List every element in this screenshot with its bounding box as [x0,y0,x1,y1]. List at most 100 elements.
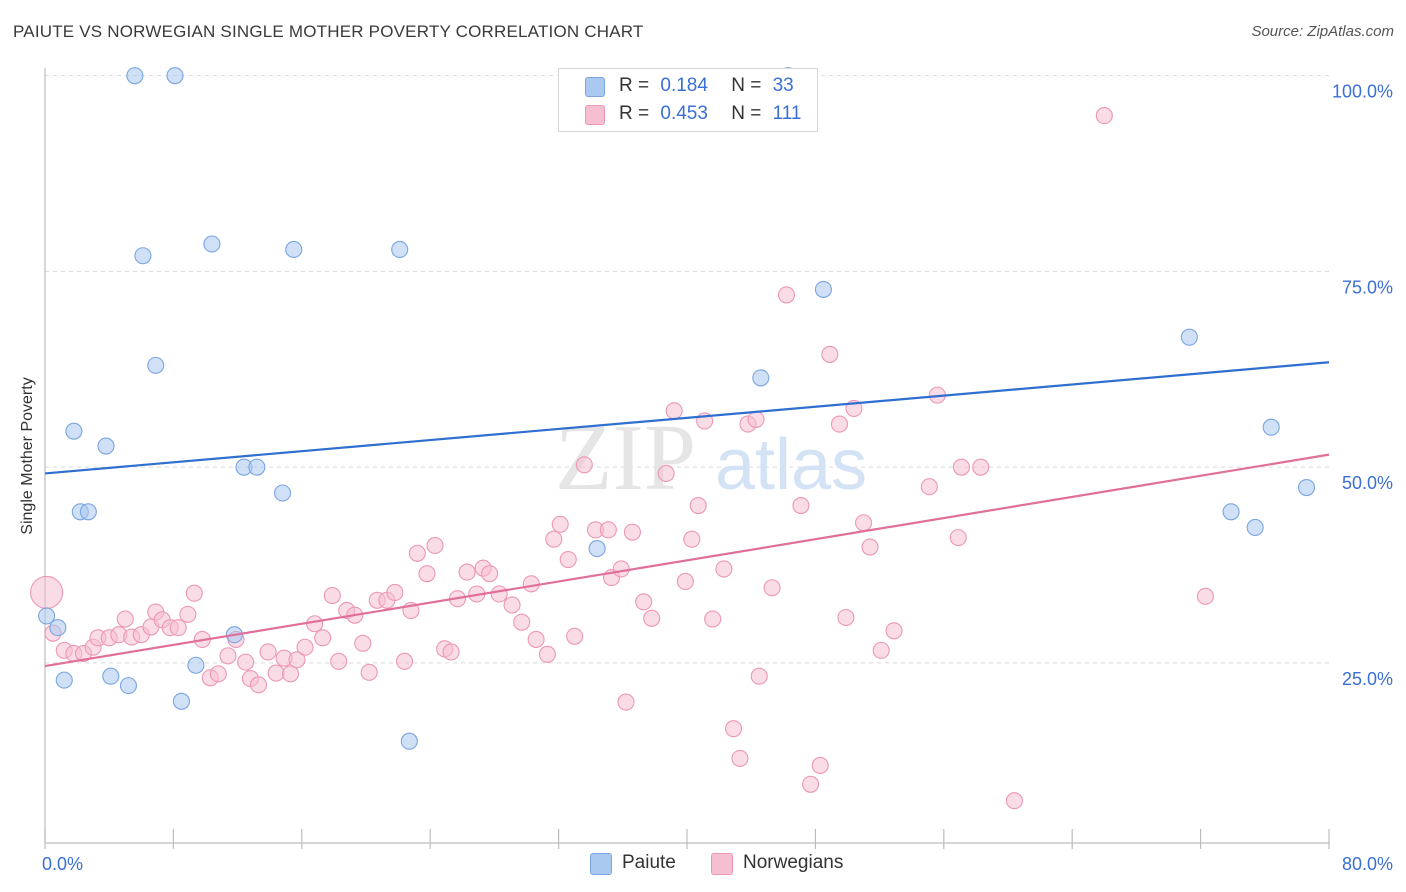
norwegians-point [683,530,701,548]
legend-label-paiute: Paiute [622,852,676,873]
norwegians-point [747,410,765,428]
y-tick-label: 100.0% [1332,82,1393,102]
norwegians-point [635,593,653,611]
norwegians-point [949,529,967,547]
axes [44,68,1330,849]
norwegians-point [802,775,820,793]
r-value: 0.184 [660,75,708,96]
paiute-point [285,240,303,259]
y-axis-title: Single Mother Poverty [19,377,36,535]
paiute-point [391,240,409,259]
norwegians-point [1005,792,1023,810]
norwegians-point [599,521,617,539]
norwegians-point [314,629,332,647]
norwegians-point [792,496,810,515]
norwegians-point [522,575,540,593]
norwegians-swatch [711,853,733,875]
correlation-legend: R = 0.184 N = 33 R = 0.453 N = 111 [558,68,818,132]
n-label: N = [731,75,762,96]
norwegians-trend-line [44,453,1330,668]
paiute-point [147,356,165,374]
trend-lines [44,361,1330,668]
norwegians-point [657,464,675,482]
norwegians-point [296,638,314,656]
norwegians-point [872,641,890,659]
norwegians-point [811,756,829,775]
norwegians-point [330,652,348,670]
paiute-point [1262,418,1280,436]
norwegians-point [1095,107,1113,125]
norwegians-point [426,536,444,555]
paiute-points [38,67,1316,750]
watermark-zip: ZIP [555,406,696,510]
paiute-point [38,607,56,625]
r-value: 0.453 [660,103,708,124]
norwegians-point [763,579,781,597]
x-tick-label: 0.0% [42,854,83,874]
norwegians-point [885,622,903,640]
norwegians-point [750,667,768,685]
norwegians-point [249,676,268,694]
norwegians-point [481,565,499,583]
norwegians-point [116,610,134,628]
norwegians-point [458,563,476,581]
paiute-point [273,484,292,502]
tick-labels: 100.0% 75.0% 50.0% 25.0% 0.0% 80.0% [42,82,1393,874]
norwegians-point [724,720,743,738]
paiute-point [187,656,205,674]
n-value: 111 [772,103,802,124]
norwegians-point [689,496,707,515]
norwegians-point [566,627,584,645]
norwegians-point [643,609,661,627]
norwegians-point [185,584,203,602]
paiute-point [65,422,83,440]
norwegians-point [179,605,197,623]
norwegians-point [418,565,436,583]
n-value: 33 [772,75,794,96]
y-tick-label: 50.0% [1342,473,1393,493]
paiute-point [172,692,190,710]
paiute-trend-line [44,361,1330,475]
norwegians-point [575,456,593,474]
paiute-point [1180,328,1198,346]
paiute-point [588,540,606,558]
chart-title: PAIUTE VS NORWEGIAN SINGLE MOTHER POVERT… [13,22,644,41]
paiute-point [400,732,418,750]
paiute-point [134,247,152,265]
paiute-point [126,67,144,85]
norwegians-point [513,613,531,631]
norwegians-point [617,693,635,711]
norwegians-point [395,652,414,670]
norwegians-point [209,665,227,683]
norwegians-point [30,575,64,609]
paiute-point [1222,503,1240,521]
x-tick-label: 80.0% [1342,854,1393,874]
paiute-point [97,437,115,455]
paiute-point [1246,518,1264,537]
norwegians-point [259,643,277,661]
norwegians-point [830,415,849,433]
paiute-point [166,67,184,85]
norwegians-point [169,619,187,637]
paiute-swatch [585,77,605,97]
norwegians-point [386,583,404,601]
paiute-point [102,667,120,685]
norwegians-point [545,530,563,548]
norwegians-point [920,478,938,496]
norwegians-point [442,643,460,661]
paiute-point [1297,478,1316,497]
paiute-point [752,369,770,387]
paiute-point [119,677,138,695]
norwegians-point [354,634,372,652]
r-label: R = [619,75,650,96]
norwegians-point [490,585,508,603]
norwegians-point [237,653,255,671]
norwegians-point [715,560,733,578]
norwegians-point [551,515,569,533]
norwegians-point [665,402,683,420]
norwegians-point [952,458,971,476]
norwegians-point [612,560,630,578]
norwegians-point [861,538,879,556]
paiute-point [55,671,73,689]
